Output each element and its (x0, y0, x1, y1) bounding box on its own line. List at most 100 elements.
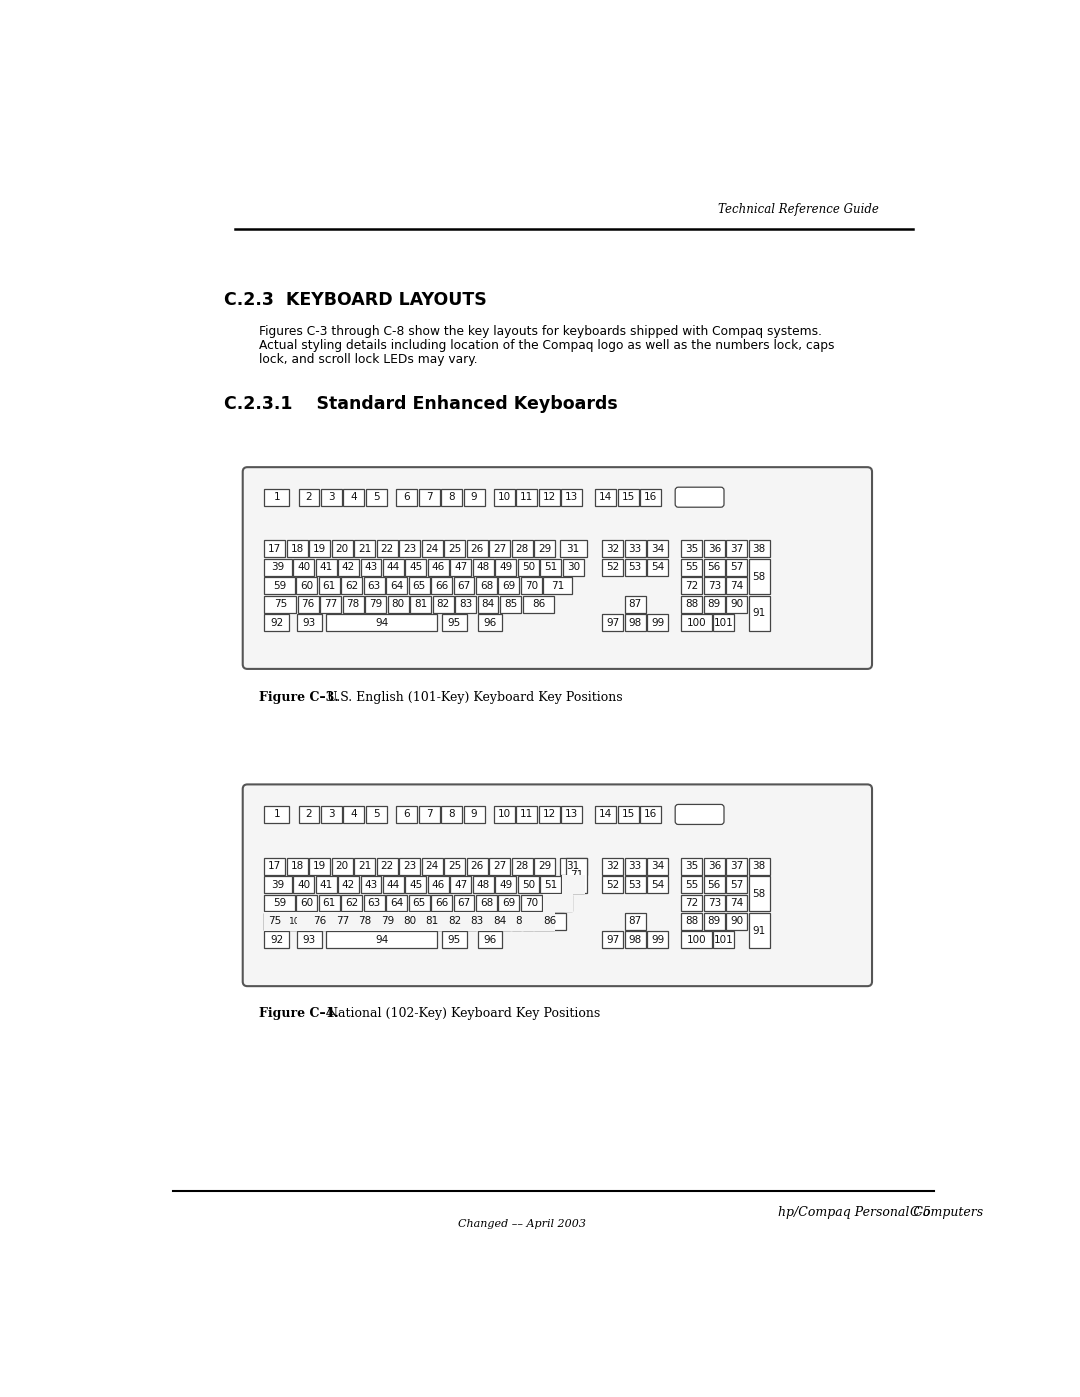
Text: 25: 25 (448, 861, 461, 872)
Text: 9: 9 (471, 492, 477, 502)
Text: hp/Compaq Personal Computers: hp/Compaq Personal Computers (779, 1207, 984, 1220)
Text: 16: 16 (644, 492, 658, 502)
Text: 53: 53 (629, 562, 642, 573)
Bar (727, 858, 747, 875)
Text: 39: 39 (271, 880, 285, 890)
Text: 39: 39 (271, 562, 285, 573)
Text: 84: 84 (492, 916, 507, 926)
Bar (296, 577, 318, 594)
Bar (704, 914, 725, 930)
Bar (377, 914, 397, 930)
Bar (496, 876, 516, 893)
Text: 72: 72 (685, 581, 699, 591)
Bar (454, 577, 474, 594)
Text: 80: 80 (392, 599, 405, 609)
Bar (540, 876, 562, 893)
Text: 4: 4 (351, 492, 357, 502)
Bar (542, 894, 572, 912)
FancyBboxPatch shape (675, 805, 724, 824)
Bar (603, 858, 623, 875)
Bar (455, 595, 476, 613)
Bar (287, 914, 308, 930)
Bar (315, 559, 337, 576)
Bar (444, 858, 465, 875)
Bar (342, 914, 364, 930)
Bar (431, 577, 451, 594)
Text: 11: 11 (521, 492, 534, 502)
Bar (681, 858, 702, 875)
Text: 53: 53 (629, 880, 642, 890)
Text: U.S. English (101-Key) Keyboard Key Positions: U.S. English (101-Key) Keyboard Key Posi… (314, 692, 622, 704)
Text: 44: 44 (387, 562, 400, 573)
Bar (354, 914, 375, 930)
Text: 29: 29 (538, 861, 551, 872)
Bar (748, 541, 770, 557)
Text: 60: 60 (300, 898, 313, 908)
Bar (543, 577, 572, 594)
Bar (704, 858, 725, 875)
Text: 90: 90 (730, 599, 743, 609)
Bar (338, 559, 359, 576)
Bar (713, 932, 734, 949)
Text: 86: 86 (531, 916, 545, 926)
Bar (396, 489, 417, 506)
Bar (265, 876, 292, 893)
Bar (727, 876, 747, 893)
Text: 83: 83 (471, 916, 484, 926)
Text: 58: 58 (753, 888, 766, 898)
Text: 44: 44 (387, 880, 400, 890)
Bar (444, 541, 465, 557)
Text: 32: 32 (606, 543, 620, 553)
Bar (298, 489, 320, 506)
Text: 93: 93 (302, 935, 316, 944)
Bar (419, 489, 440, 506)
Text: 55: 55 (685, 562, 699, 573)
Text: 66: 66 (435, 581, 448, 591)
Bar (396, 806, 417, 823)
Text: 19: 19 (313, 861, 326, 872)
Bar (563, 876, 583, 893)
Text: 60: 60 (300, 581, 313, 591)
Bar (265, 858, 285, 875)
Text: 98: 98 (629, 617, 642, 627)
Text: 79: 79 (369, 599, 382, 609)
Text: 71: 71 (551, 581, 565, 591)
Bar (647, 876, 669, 893)
Bar (298, 914, 319, 930)
Text: 3: 3 (328, 492, 335, 502)
Bar (297, 615, 322, 631)
Text: 92: 92 (270, 935, 283, 944)
Text: 35: 35 (685, 861, 699, 872)
Text: 68: 68 (480, 898, 494, 908)
Bar (387, 577, 407, 594)
Bar (559, 858, 586, 875)
Text: 55: 55 (685, 880, 699, 890)
Text: 3: 3 (328, 809, 335, 820)
Text: 74: 74 (730, 581, 743, 591)
Bar (467, 914, 488, 930)
Text: 65: 65 (413, 581, 426, 591)
Bar (595, 806, 617, 823)
Bar (319, 577, 339, 594)
Text: 54: 54 (651, 880, 664, 890)
Text: 33: 33 (629, 861, 642, 872)
Bar (603, 932, 623, 949)
Text: 86: 86 (543, 916, 556, 926)
Bar (265, 615, 289, 631)
Bar (309, 858, 330, 875)
Text: 99: 99 (651, 617, 664, 627)
Text: 10: 10 (498, 809, 511, 820)
Text: Figures C-3 through C-8 show the key layouts for keyboards shipped with Compaq s: Figures C-3 through C-8 show the key lay… (259, 326, 822, 338)
Text: 14: 14 (599, 809, 612, 820)
Bar (422, 858, 443, 875)
Text: Figure C–3.: Figure C–3. (259, 692, 339, 704)
Bar (419, 806, 440, 823)
Bar (566, 858, 586, 893)
Bar (713, 615, 734, 631)
Bar (463, 806, 485, 823)
Text: 33: 33 (629, 543, 642, 553)
Bar (540, 559, 562, 576)
Bar (562, 489, 582, 506)
Text: 42: 42 (342, 880, 355, 890)
Bar (365, 914, 387, 930)
